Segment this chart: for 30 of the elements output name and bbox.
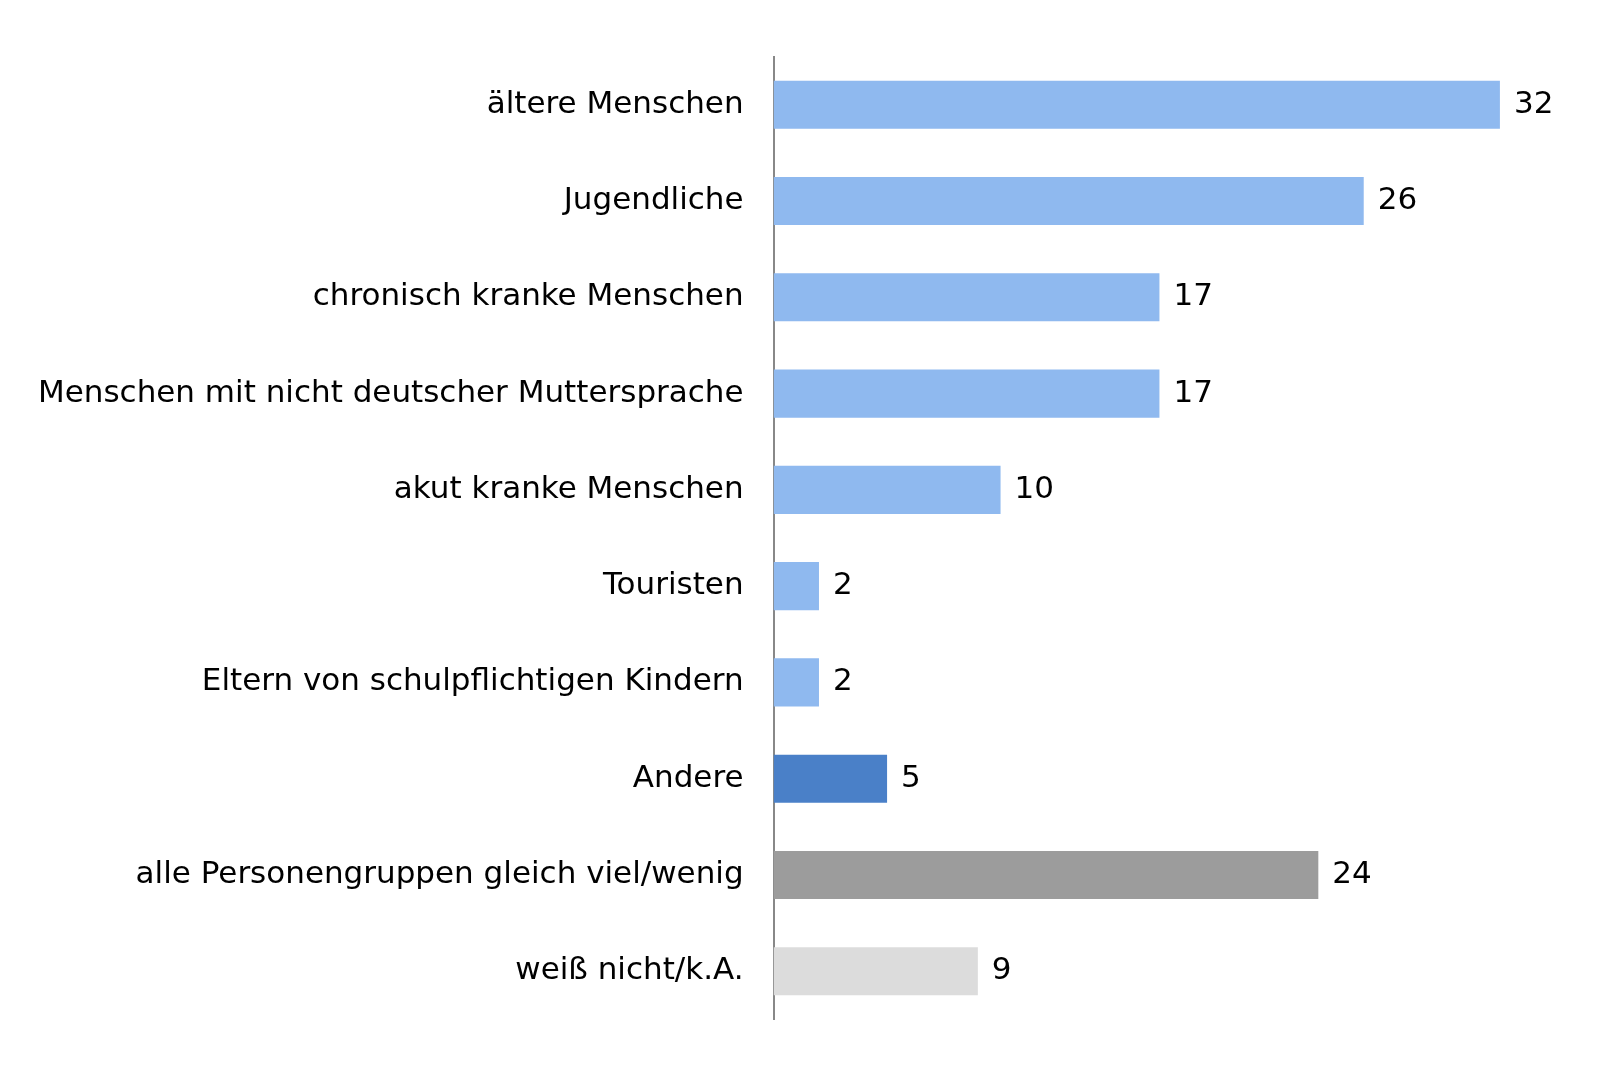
y-tick-label: Touristen	[601, 565, 744, 602]
bar	[773, 658, 819, 707]
y-tick-label: Andere	[632, 757, 744, 794]
data-label: 2	[832, 661, 853, 698]
y-tick-label: chronisch kranke Menschen	[312, 276, 744, 313]
data-label: 17	[1173, 372, 1213, 409]
data-label: 17	[1173, 276, 1213, 313]
data-label: 26	[1377, 180, 1418, 217]
bar	[773, 754, 888, 803]
y-tick-label: alle Personengruppen gleich viel/wenig	[135, 854, 744, 891]
bar	[773, 273, 1160, 322]
bar	[773, 465, 1001, 514]
y-tick-label: Menschen mit nicht deutscher Muttersprache	[37, 372, 744, 409]
data-label: 9	[991, 950, 1012, 987]
bar	[773, 562, 819, 611]
data-label: 32	[1513, 83, 1554, 120]
data-label: 10	[1014, 468, 1055, 505]
bar	[773, 80, 1500, 129]
data-label: 2	[832, 565, 853, 602]
y-tick-label: ältere Menschen	[486, 83, 744, 120]
bar	[773, 369, 1160, 418]
bar	[773, 850, 1319, 900]
y-tick-label: weiß nicht/k.A.	[515, 950, 744, 987]
y-tick-label: Eltern von schulpflichtigen Kindern	[201, 661, 744, 698]
data-label: 24	[1332, 854, 1372, 891]
y-tick-label: Jugendliche	[561, 180, 744, 217]
data-label: 5	[901, 757, 921, 794]
bar	[773, 947, 978, 996]
y-tick-label: akut kranke Menschen	[393, 468, 744, 505]
bar	[773, 176, 1364, 226]
